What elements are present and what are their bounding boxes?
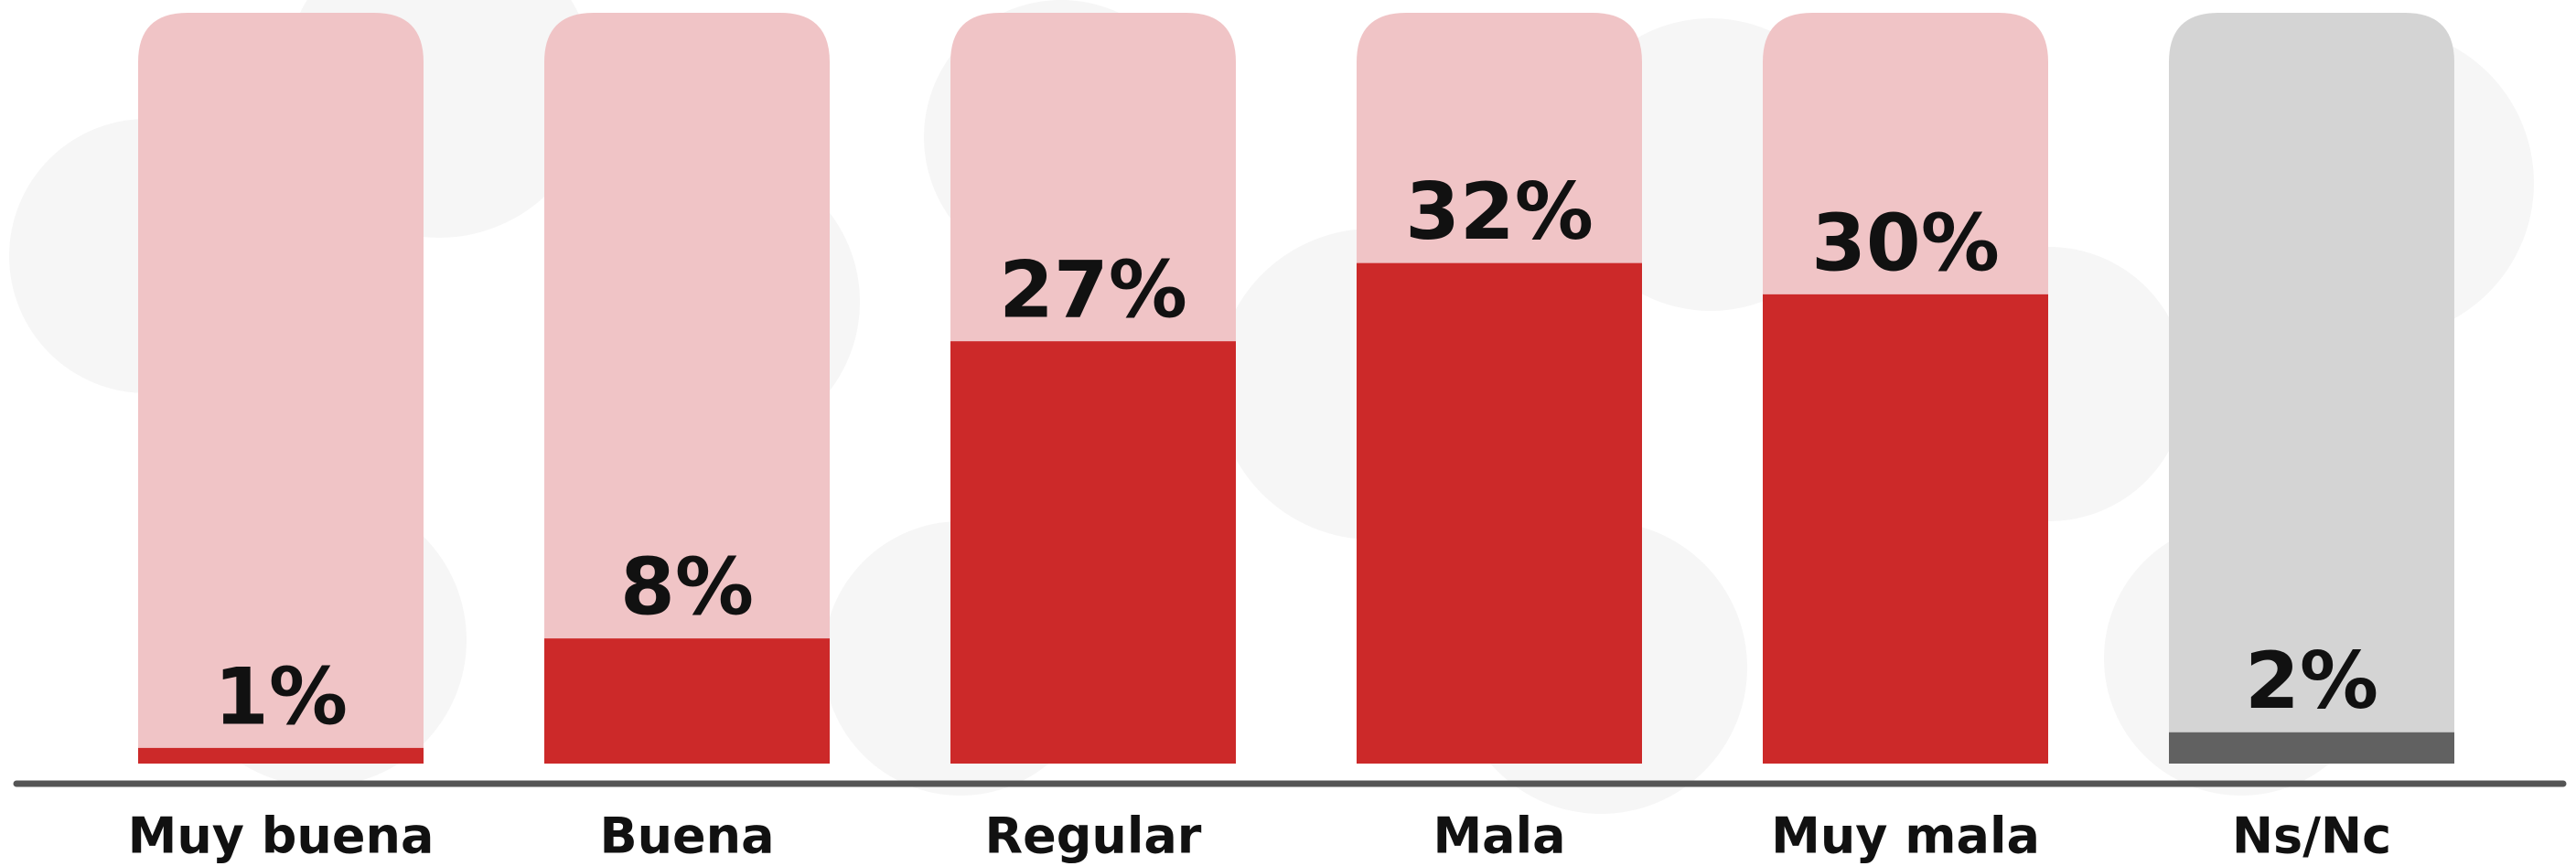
bar-track bbox=[138, 13, 424, 764]
category-label: Muy buena bbox=[128, 807, 435, 865]
bar bbox=[544, 638, 830, 764]
value-label: 32% bbox=[1405, 166, 1594, 258]
value-label: 8% bbox=[620, 542, 754, 634]
category-label: Muy mala bbox=[1771, 807, 2040, 865]
value-label: 30% bbox=[1811, 198, 2000, 289]
value-label: 27% bbox=[999, 245, 1187, 337]
category-label: Ns/Nc bbox=[2232, 807, 2391, 865]
bar bbox=[1357, 262, 1642, 764]
bar-track bbox=[2169, 13, 2454, 764]
value-label: 1% bbox=[214, 651, 348, 743]
category-label: Regular bbox=[985, 807, 1202, 865]
bar bbox=[950, 341, 1236, 764]
category-label: Mala bbox=[1433, 807, 1565, 865]
bar bbox=[2169, 732, 2454, 764]
bar bbox=[138, 747, 424, 764]
category-label: Buena bbox=[599, 807, 774, 865]
bar bbox=[1763, 294, 2048, 764]
value-label: 2% bbox=[2245, 636, 2378, 727]
bar-track bbox=[544, 13, 830, 764]
